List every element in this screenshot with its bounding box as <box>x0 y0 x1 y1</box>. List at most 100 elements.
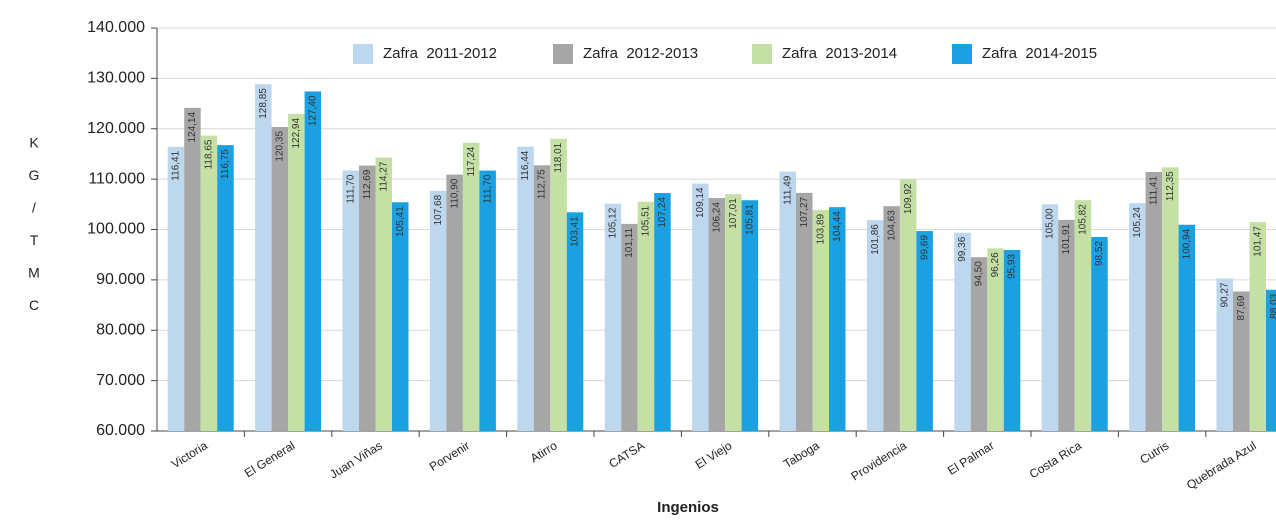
y-axis-label: G <box>29 167 40 183</box>
bar <box>533 165 551 431</box>
value-label: 101,86 <box>870 224 881 255</box>
value-label: 105,12 <box>608 207 619 238</box>
value-label: 127,40 <box>307 95 318 126</box>
value-label: 101,91 <box>1061 223 1072 254</box>
bar <box>866 220 884 431</box>
bar <box>796 192 813 431</box>
value-label: 105,00 <box>1045 208 1056 239</box>
value-label: 87,69 <box>1236 295 1247 320</box>
bar <box>392 202 409 431</box>
value-label: 105,82 <box>1078 204 1089 235</box>
value-label: 111,41 <box>1148 176 1159 206</box>
value-label: 107,27 <box>799 196 810 227</box>
bar <box>342 170 359 431</box>
bar <box>1178 224 1196 431</box>
value-label: 107,01 <box>728 198 739 229</box>
value-label: 98,52 <box>1094 241 1105 266</box>
bar <box>779 171 796 431</box>
bar <box>184 107 201 432</box>
bar <box>200 135 218 431</box>
bar <box>692 183 709 431</box>
value-label: 120,35 <box>274 131 285 162</box>
legend-swatch <box>353 44 373 64</box>
y-tick-label: 90.000 <box>96 271 145 288</box>
legend-label: Zafra 2013-2014 <box>782 45 897 62</box>
legend-label: Zafra 2011-2012 <box>383 45 497 62</box>
value-label: 99,69 <box>919 235 930 260</box>
bar <box>550 138 567 431</box>
bar <box>462 142 480 431</box>
value-label: 128,85 <box>258 88 269 119</box>
bar <box>1216 278 1233 431</box>
y-axis-label: M <box>28 265 40 281</box>
bar <box>1266 289 1276 431</box>
bar <box>1003 250 1021 431</box>
y-axis-label: T <box>30 232 39 248</box>
bar <box>217 145 234 431</box>
x-tick-label: Juan Viñas <box>327 438 385 481</box>
bar <box>517 146 534 431</box>
value-label: 90,27 <box>1219 282 1230 307</box>
bar <box>1091 236 1108 431</box>
bar <box>429 190 447 431</box>
value-label: 88,03 <box>1269 293 1276 318</box>
value-label: 105,51 <box>641 205 652 236</box>
y-tick-label: 100.000 <box>87 221 145 238</box>
bar <box>812 209 829 431</box>
bar <box>708 198 726 431</box>
value-label: 112,35 <box>1165 171 1176 201</box>
bar <box>1129 203 1146 431</box>
bar <box>725 194 742 431</box>
bar <box>954 232 971 431</box>
value-label: 105,81 <box>744 204 755 235</box>
y-tick-label: 120.000 <box>87 120 145 137</box>
bar <box>604 203 622 431</box>
x-tick-label: Victoria <box>169 438 210 471</box>
bar <box>446 174 463 431</box>
bar <box>1162 167 1179 432</box>
y-axis-label: C <box>29 297 39 313</box>
value-label: 107,24 <box>657 197 668 228</box>
y-axis-label: K <box>29 135 39 151</box>
bar <box>479 170 496 431</box>
value-label: 112,75 <box>537 169 548 199</box>
x-tick-label: Porvenir <box>427 438 472 474</box>
bar <box>1041 204 1059 431</box>
value-label: 111,70 <box>482 174 493 204</box>
value-label: 105,41 <box>395 206 406 237</box>
value-label: 116,75 <box>220 149 231 179</box>
value-label: 114,27 <box>378 161 389 191</box>
value-label: 111,49 <box>782 175 793 205</box>
legend-swatch <box>952 44 972 64</box>
x-tick-label: El Palmar <box>945 438 997 477</box>
x-axis-label: Ingenios <box>657 499 719 516</box>
bar <box>883 206 900 431</box>
legend-label: Zafra 2012-2013 <box>583 45 698 62</box>
x-tick-label: Costa Rica <box>1027 438 1084 481</box>
bar <box>566 212 584 431</box>
y-tick-label: 60.000 <box>96 422 145 439</box>
x-tick-label: Providencia <box>849 438 910 483</box>
bar <box>1249 222 1266 431</box>
bar <box>1074 200 1092 431</box>
bar <box>1145 172 1163 431</box>
bar <box>970 257 988 431</box>
value-label: 116,41 <box>171 150 182 180</box>
bar <box>255 84 272 431</box>
value-label: 101,11 <box>624 227 635 257</box>
value-label: 103,41 <box>570 216 581 247</box>
y-tick-label: 80.000 <box>96 321 145 338</box>
bar <box>271 126 289 431</box>
value-label: 109,92 <box>903 183 914 214</box>
value-label: 105,24 <box>1132 207 1143 238</box>
value-label: 112,69 <box>362 169 373 199</box>
value-label: 104,44 <box>832 211 843 242</box>
x-tick-label: El Viejo <box>693 438 735 471</box>
bar <box>899 179 917 431</box>
bar <box>654 193 671 431</box>
x-tick-label: CATSA <box>606 438 647 471</box>
value-label: 111,70 <box>345 174 356 204</box>
bar <box>304 91 322 431</box>
bar <box>916 231 933 431</box>
